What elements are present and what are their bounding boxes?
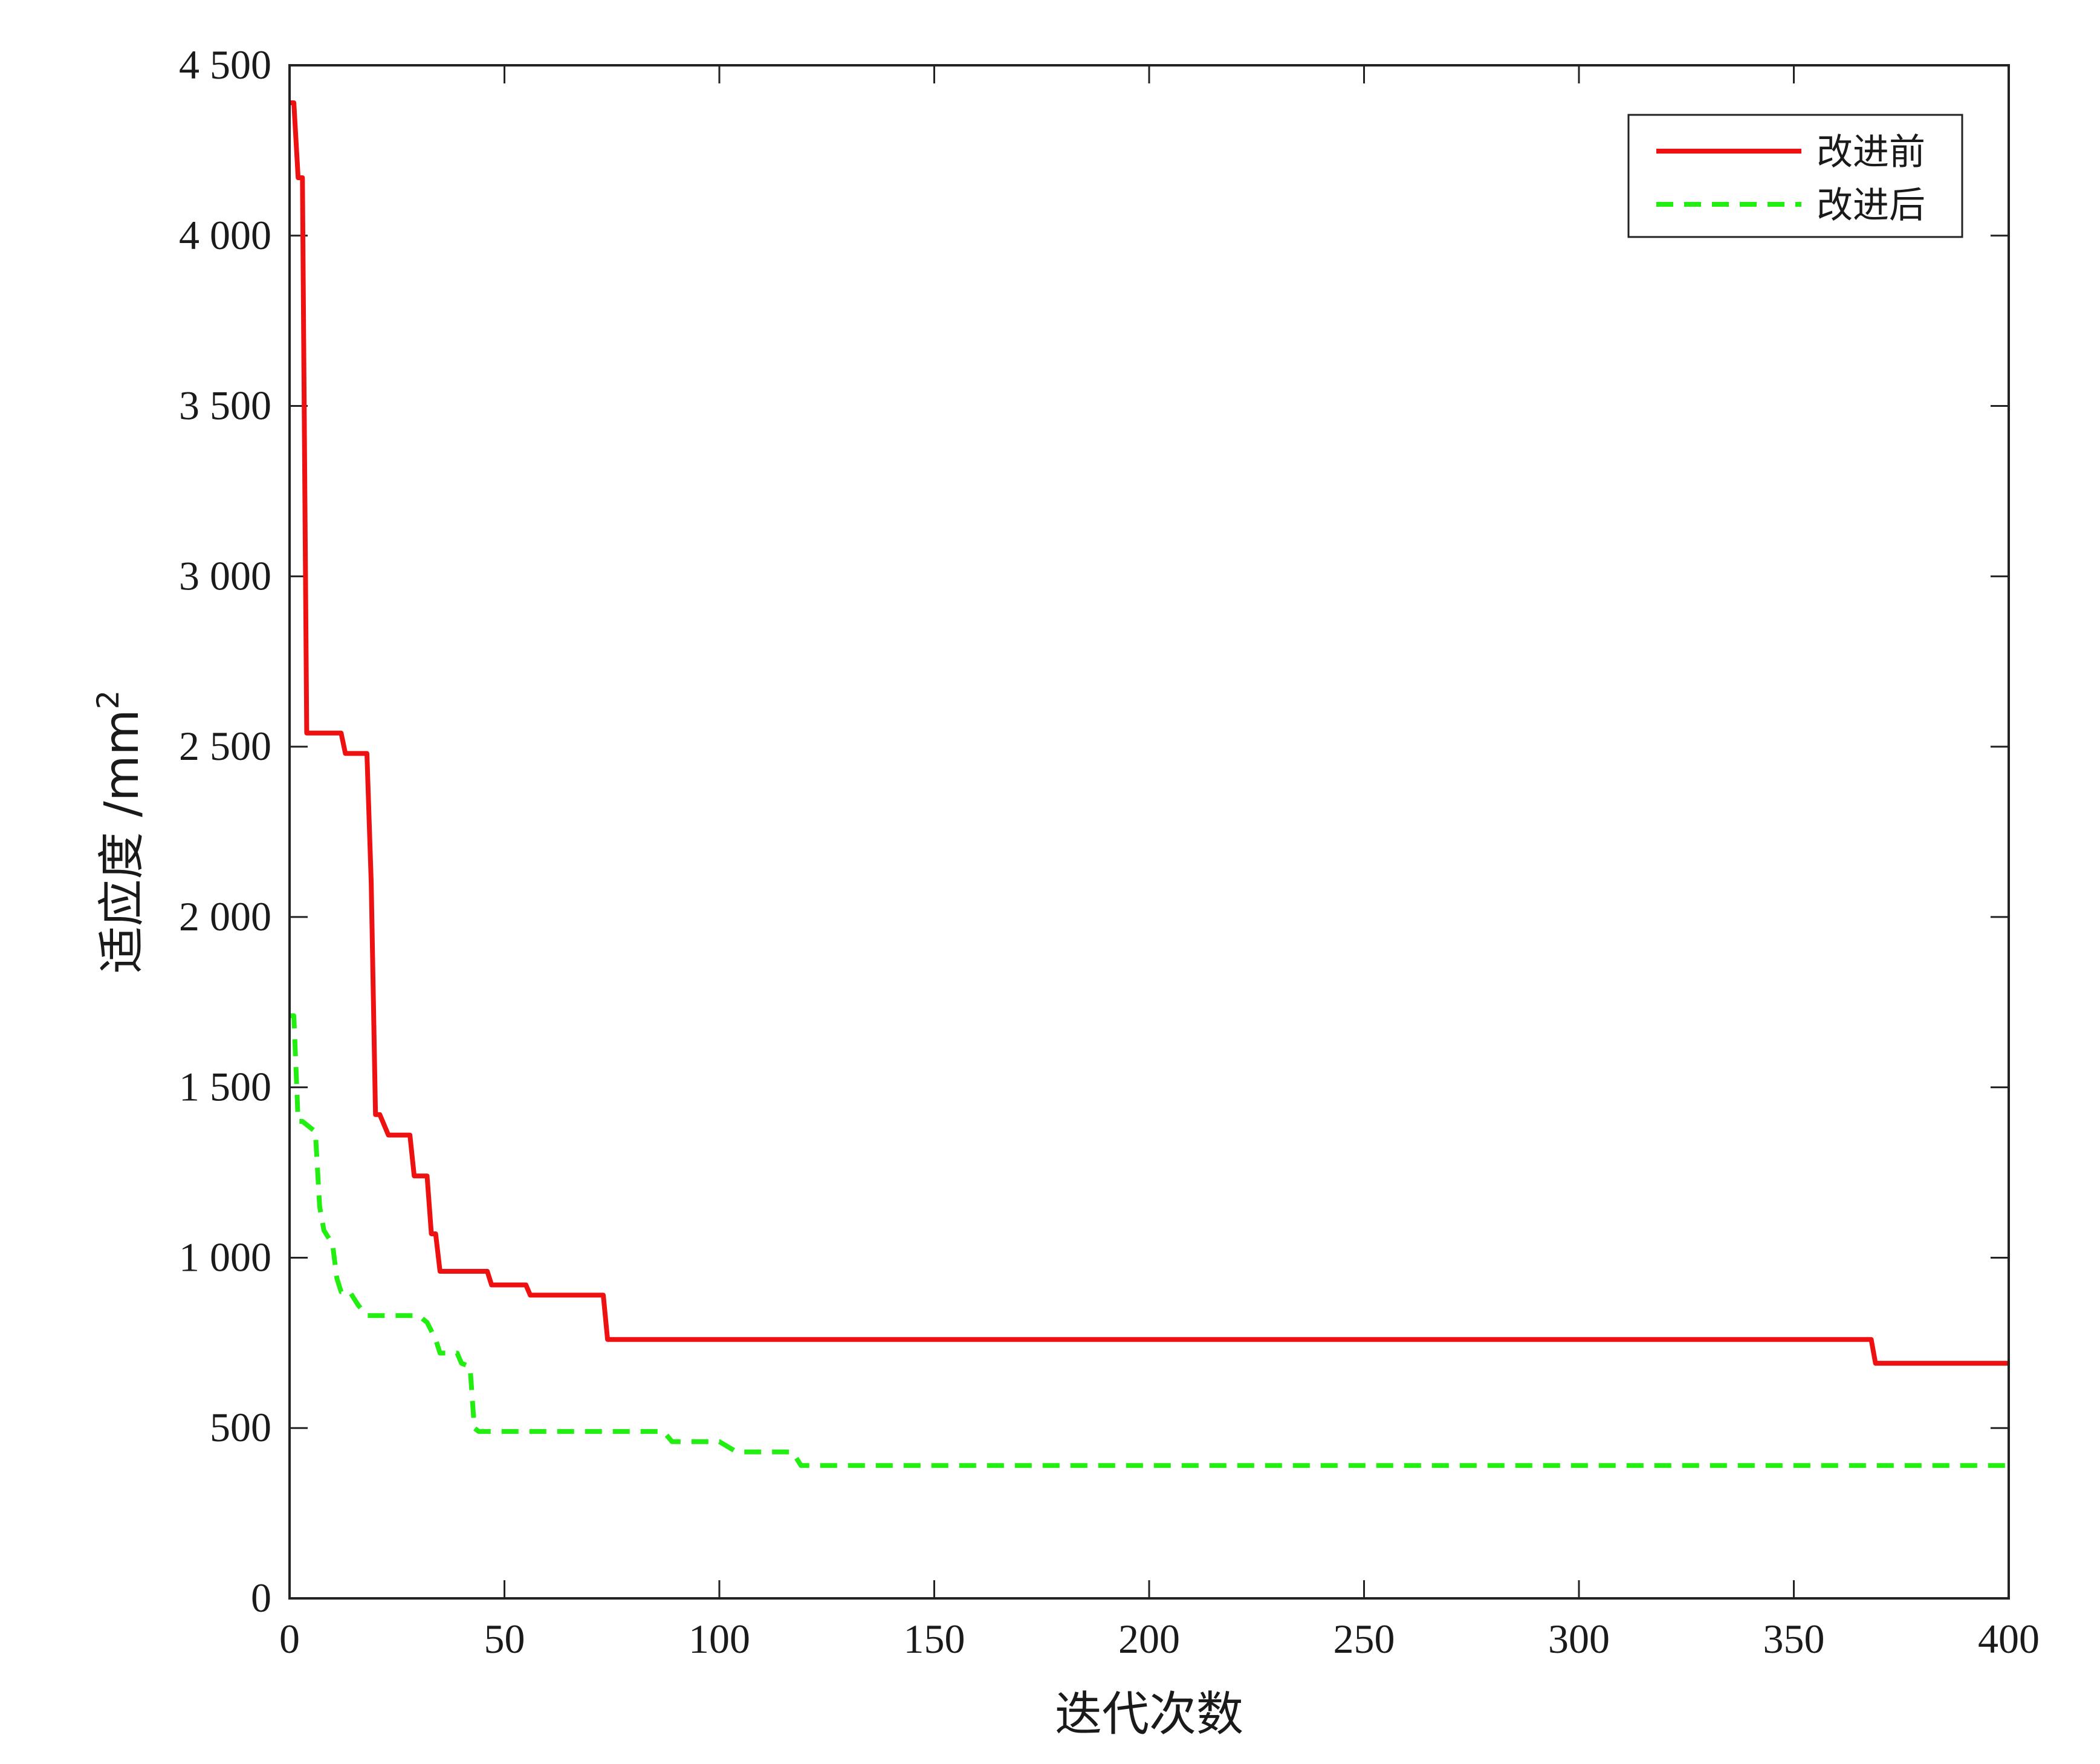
series-line-before — [290, 100, 2009, 1366]
y-tick-label: 3 000 — [179, 553, 271, 598]
y-tick-label: 2 000 — [179, 893, 271, 939]
x-tick-label: 100 — [689, 1616, 750, 1662]
legend-box — [1627, 114, 1963, 238]
x-tick-label: 200 — [1118, 1616, 1180, 1662]
y-tick-label: 3 500 — [179, 383, 271, 429]
y-tick-label: 1 500 — [179, 1064, 271, 1110]
x-tick-label: 50 — [484, 1616, 525, 1662]
x-tick-label: 400 — [1978, 1616, 2040, 1662]
y-axis-title-group: 适应度 /mm2 — [91, 690, 149, 974]
y-axis-title-text: 适应度 /mm — [95, 709, 149, 973]
y-axis-ticks: 0 500 1 000 1 500 2 000 2 500 3 000 3 500 4 000 4… — [179, 42, 2009, 1621]
y-tick-label: 2 500 — [179, 723, 271, 769]
x-tick-label: 300 — [1548, 1616, 1610, 1662]
legend-label-after: 改进后 — [1816, 184, 1925, 227]
legend: 改进前 改进后 — [1627, 114, 1963, 238]
plot-frame — [288, 64, 2010, 1600]
y-axis-title: 适应度 /mm2 — [91, 690, 149, 974]
x-axis-title: 迭代次数 — [1055, 1687, 1243, 1742]
series-line-after — [290, 1013, 2009, 1468]
x-axis-ticks: 0 50 100 150 200 250 300 350 400 — [279, 65, 2040, 1662]
y-tick-label: 1 000 — [179, 1234, 271, 1280]
x-tick-label: 250 — [1334, 1616, 1395, 1662]
series-layer — [290, 100, 2009, 1468]
y-tick-label: 4 000 — [179, 212, 271, 258]
plot-area — [290, 65, 2009, 1598]
x-tick-label: 350 — [1763, 1616, 1825, 1662]
x-tick-label: 150 — [904, 1616, 965, 1662]
y-tick-label: 4 500 — [179, 42, 271, 88]
x-tick-label: 0 — [279, 1616, 300, 1662]
y-tick-label: 0 — [251, 1575, 271, 1621]
y-tick-label: 500 — [210, 1404, 271, 1450]
legend-label-before: 改进前 — [1816, 131, 1925, 173]
y-axis-title-superscript: 2 — [91, 690, 126, 710]
